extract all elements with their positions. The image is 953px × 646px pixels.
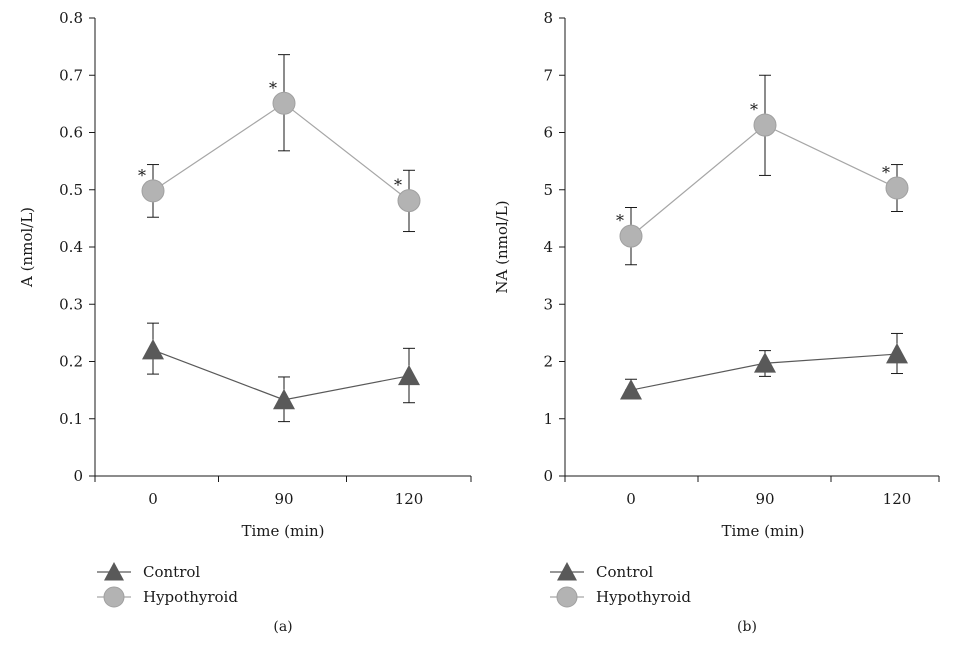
chart-panel-2: 0 1 2 3 4 5 6 7 8 0 90 120 Time (min) NA (nmol/L) * * * C…	[493, 9, 940, 635]
y-tick-label: 0.2	[59, 353, 83, 371]
data-point-circle	[753, 113, 777, 137]
y-tick-label: 0.6	[59, 124, 83, 142]
data-point-triangle	[398, 364, 420, 386]
y-axis-title: NA (nmol/L)	[493, 200, 511, 293]
data-point-triangle	[620, 379, 642, 400]
series-control	[620, 332, 908, 400]
legend-label: Control	[143, 563, 200, 581]
panel-label: (a)	[273, 619, 292, 635]
y-tick-label: 4	[543, 238, 553, 256]
legend-marker-circle	[556, 586, 578, 608]
significance-marker: *	[269, 78, 277, 97]
x-tick-label: 120	[883, 490, 912, 508]
x-tick-label: 90	[274, 490, 293, 508]
x-tick-label: 120	[395, 490, 424, 508]
y-tick-label: 0.1	[59, 410, 83, 428]
x-axis-title: Time (min)	[241, 522, 324, 540]
y-tick-label: 0.3	[59, 295, 83, 313]
data-point-triangle	[886, 343, 908, 364]
x-tick-label: 0	[148, 490, 158, 508]
y-tick-label: 0.4	[59, 238, 83, 256]
y-tick-label: 0.8	[59, 9, 83, 27]
significance-marker: *	[616, 211, 624, 230]
y-tick-label: 2	[543, 353, 553, 371]
x-axis-title: Time (min)	[721, 522, 804, 540]
x-tick-label: 0	[626, 490, 636, 508]
series-control	[142, 322, 420, 423]
legend: Control Hypothyroid	[97, 562, 238, 608]
panel-label: (b)	[737, 619, 757, 635]
legend-label: Hypothyroid	[143, 588, 238, 606]
legend-marker-circle	[103, 586, 125, 608]
legend-marker-triangle	[104, 562, 124, 581]
chart-panel-1: 0 0.1 0.2 0.3 0.4 0.5 0.6 0.7 0.8 0 90 120 Time (min…	[18, 9, 472, 635]
data-point-triangle	[142, 339, 164, 360]
legend: Control Hypothyroid	[550, 562, 691, 608]
significance-marker: *	[750, 100, 758, 119]
y-tick-label: 8	[543, 9, 553, 27]
y-tick-label: 0.7	[59, 66, 83, 84]
y-tick-label: 7	[543, 66, 553, 84]
y-tick-label: 0.5	[59, 181, 83, 199]
series-line	[152, 102, 410, 202]
significance-marker: *	[138, 166, 146, 185]
data-point-circle	[885, 176, 909, 200]
series-hypothyroid: * * *	[138, 54, 421, 233]
data-point-triangle	[754, 352, 776, 373]
y-tick-label: 0	[543, 467, 553, 485]
legend-label: Hypothyroid	[596, 588, 691, 606]
significance-marker: *	[882, 163, 890, 182]
legend-label: Control	[596, 563, 653, 581]
y-tick-label: 1	[543, 410, 553, 428]
data-point-circle	[272, 91, 296, 115]
significance-marker: *	[394, 176, 402, 195]
y-tick-label: 0	[73, 467, 83, 485]
x-tick-label: 90	[755, 490, 774, 508]
y-axis-title: A (nmol/L)	[18, 207, 36, 288]
y-tick-label: 6	[543, 124, 553, 142]
series-line	[152, 349, 410, 401]
data-point-circle	[397, 189, 421, 213]
y-tick-label: 5	[543, 181, 553, 199]
data-point-circle	[141, 179, 165, 203]
series-hypothyroid: * * *	[616, 74, 909, 266]
y-tick-label: 3	[543, 295, 553, 313]
legend-marker-triangle	[557, 562, 577, 581]
data-point-circle	[619, 224, 643, 248]
data-point-triangle	[273, 388, 295, 410]
series-line	[630, 124, 898, 237]
